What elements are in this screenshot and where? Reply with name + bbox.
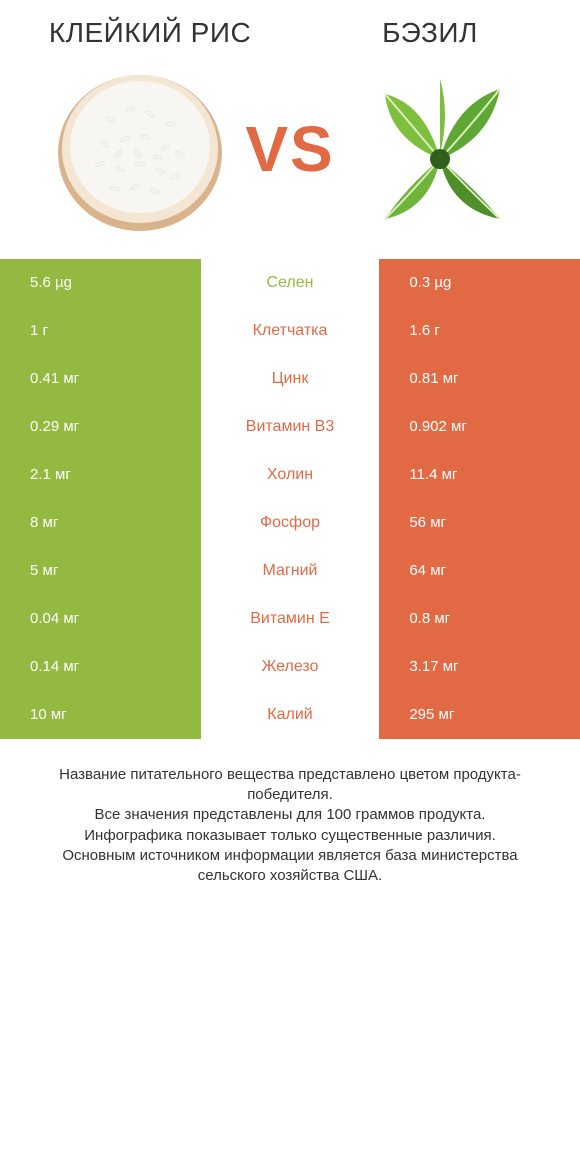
left-value: 2.1 мг	[0, 451, 201, 499]
nutrient-label: Клетчатка	[201, 307, 380, 355]
left-value: 8 мг	[0, 499, 201, 547]
right-value: 11.4 мг	[379, 451, 580, 499]
header-right: БЭЗИЛ	[320, 18, 540, 49]
nutrient-label: Селен	[201, 259, 380, 307]
table-row: 2.1 мгХолин11.4 мг	[0, 451, 580, 499]
nutrient-label: Калий	[201, 691, 380, 739]
table-row: 0.14 мгЖелезо3.17 мг	[0, 643, 580, 691]
footer-line-4: Основным источником информации является …	[28, 846, 552, 887]
left-image	[40, 59, 239, 239]
footer-line-3: Инфографика показывает только существенн…	[28, 826, 552, 846]
footer-line-1: Название питательного вещества представл…	[28, 765, 552, 806]
table-row: 0.29 мгВитамин B30.902 мг	[0, 403, 580, 451]
right-title: БЭЗИЛ	[320, 18, 540, 49]
header-left: КЛЕЙКИЙ РИС	[40, 18, 260, 49]
right-value: 3.17 мг	[379, 643, 580, 691]
nutrient-label: Витамин B3	[201, 403, 380, 451]
right-value: 1.6 г	[379, 307, 580, 355]
left-value: 0.41 мг	[0, 355, 201, 403]
table-row: 0.41 мгЦинк0.81 мг	[0, 355, 580, 403]
table-row: 8 мгФосфор56 мг	[0, 499, 580, 547]
nutrient-label: Витамин E	[201, 595, 380, 643]
left-value: 0.04 мг	[0, 595, 201, 643]
nutrient-label: Цинк	[201, 355, 380, 403]
header: КЛЕЙКИЙ РИС БЭЗИЛ	[0, 0, 580, 49]
right-value: 0.902 мг	[379, 403, 580, 451]
left-value: 5 мг	[0, 547, 201, 595]
nutrient-label: Холин	[201, 451, 380, 499]
right-image	[341, 59, 540, 239]
infographic-page: КЛЕЙКИЙ РИС БЭЗИЛ	[0, 0, 580, 1174]
right-value: 0.8 мг	[379, 595, 580, 643]
right-value: 56 мг	[379, 499, 580, 547]
basil-leaves-icon	[350, 59, 530, 239]
footer: Название питательного вещества представл…	[0, 739, 580, 897]
table-row: 0.04 мгВитамин E0.8 мг	[0, 595, 580, 643]
left-value: 10 мг	[0, 691, 201, 739]
right-value: 0.81 мг	[379, 355, 580, 403]
left-value: 5.6 µg	[0, 259, 201, 307]
left-value: 0.29 мг	[0, 403, 201, 451]
left-value: 0.14 мг	[0, 643, 201, 691]
nutrient-label: Магний	[201, 547, 380, 595]
left-title: КЛЕЙКИЙ РИС	[40, 18, 260, 49]
nutrient-label: Железо	[201, 643, 380, 691]
footer-line-2: Все значения представлены для 100 граммо…	[28, 805, 552, 825]
right-value: 295 мг	[379, 691, 580, 739]
right-value: 64 мг	[379, 547, 580, 595]
vs-label: VS	[239, 112, 340, 186]
right-value: 0.3 µg	[379, 259, 580, 307]
comparison-table: 5.6 µgСелен0.3 µg1 гКлетчатка1.6 г0.41 м…	[0, 259, 580, 739]
left-value: 1 г	[0, 307, 201, 355]
table-row: 1 гКлетчатка1.6 г	[0, 307, 580, 355]
table-row: 5.6 µgСелен0.3 µg	[0, 259, 580, 307]
table-row: 10 мгКалий295 мг	[0, 691, 580, 739]
image-row: VS	[0, 49, 580, 259]
nutrient-label: Фосфор	[201, 499, 380, 547]
table-row: 5 мгМагний64 мг	[0, 547, 580, 595]
rice-bowl-icon	[50, 59, 230, 239]
